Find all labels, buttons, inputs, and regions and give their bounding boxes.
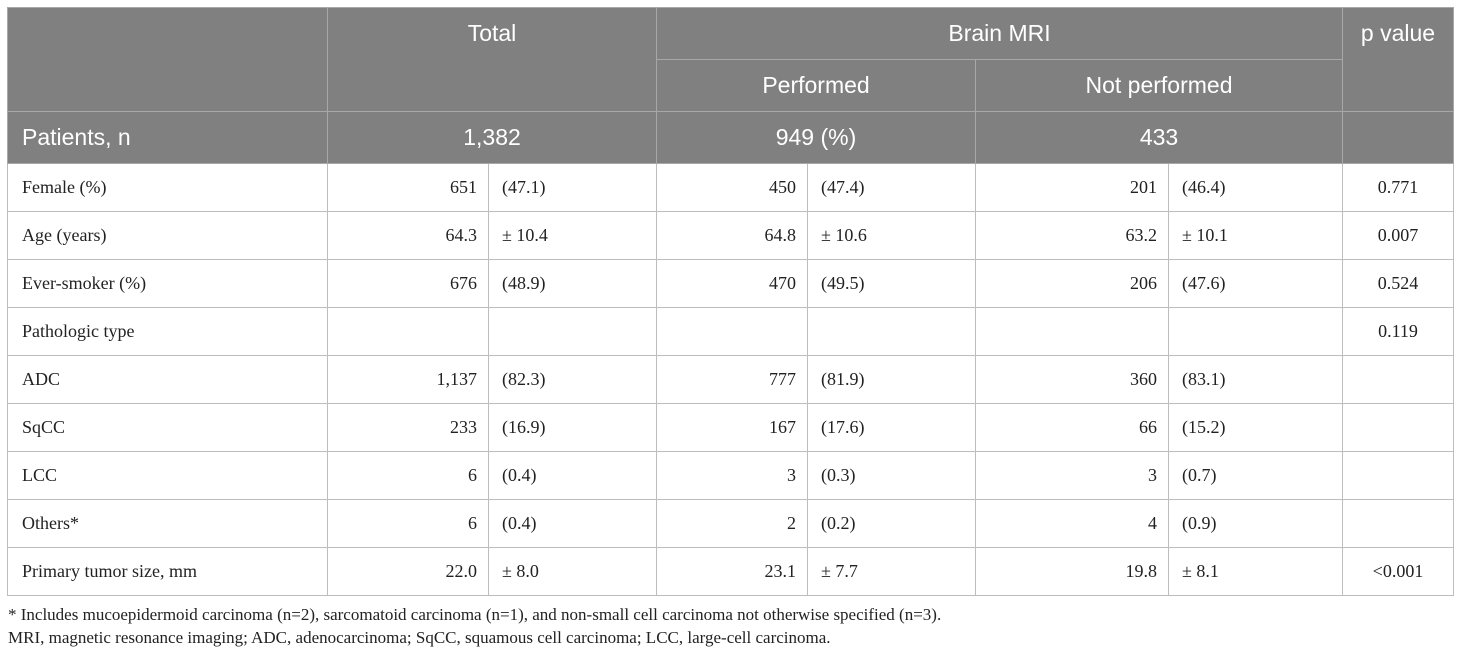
not-performed-detail: ± 8.1 xyxy=(1168,547,1343,596)
table-body: Female (%) 651 (47.1) 450 (47.4) 201 (46.4) 0.7… xyxy=(7,163,1454,596)
table-container: Total Brain MRI p value Performed Not pe… xyxy=(7,7,1454,649)
table-row: ADC 1,137 (82.3) 777 (81.9) 360 (83.1) xyxy=(7,355,1454,404)
not-performed-detail: ± 10.1 xyxy=(1168,211,1343,260)
header-patients-not-performed: 433 xyxy=(975,111,1343,164)
not-performed-detail: (47.6) xyxy=(1168,259,1343,308)
row-label: Primary tumor size, mm xyxy=(7,547,328,596)
p-value-cell: 0.007 xyxy=(1342,211,1454,260)
p-value-cell: 0.524 xyxy=(1342,259,1454,308)
performed-value: 64.8 xyxy=(656,211,808,260)
performed-detail: (0.2) xyxy=(807,499,976,548)
row-label: ADC xyxy=(7,355,328,404)
not-performed-value: 201 xyxy=(975,163,1169,212)
total-detail: (48.9) xyxy=(488,259,657,308)
performed-value: 450 xyxy=(656,163,808,212)
total-value: 676 xyxy=(327,259,489,308)
table-row: Primary tumor size, mm 22.0 ± 8.0 23.1 ± 7.7… xyxy=(7,547,1454,596)
not-performed-detail xyxy=(1168,307,1343,356)
not-performed-value: 19.8 xyxy=(975,547,1169,596)
total-value xyxy=(327,307,489,356)
not-performed-detail: (0.9) xyxy=(1168,499,1343,548)
performed-value: 167 xyxy=(656,403,808,452)
not-performed-value: 63.2 xyxy=(975,211,1169,260)
p-value-cell xyxy=(1342,451,1454,500)
performed-detail: (47.4) xyxy=(807,163,976,212)
not-performed-detail: (83.1) xyxy=(1168,355,1343,404)
footnote-asterisk: * Includes mucoepidermoid carcinoma (n=2… xyxy=(8,605,942,624)
header-not-performed: Not performed xyxy=(975,59,1343,112)
total-detail: (47.1) xyxy=(488,163,657,212)
not-performed-detail: (15.2) xyxy=(1168,403,1343,452)
header-brain-mri: Brain MRI xyxy=(656,7,1343,60)
table-row: Female (%) 651 (47.1) 450 (47.4) 201 (46.4) 0.7… xyxy=(7,163,1454,212)
total-detail xyxy=(488,307,657,356)
table-row: Ever-smoker (%) 676 (48.9) 470 (49.5) 206 (47.… xyxy=(7,259,1454,308)
performed-value: 470 xyxy=(656,259,808,308)
not-performed-value xyxy=(975,307,1169,356)
not-performed-value: 66 xyxy=(975,403,1169,452)
table-row: Pathologic type 0.119 xyxy=(7,307,1454,356)
total-value: 64.3 xyxy=(327,211,489,260)
total-value: 6 xyxy=(327,451,489,500)
total-value: 651 xyxy=(327,163,489,212)
header-patients-total: 1,382 xyxy=(327,111,657,164)
total-value: 1,137 xyxy=(327,355,489,404)
p-value-cell: <0.001 xyxy=(1342,547,1454,596)
performed-value: 23.1 xyxy=(656,547,808,596)
row-label: LCC xyxy=(7,451,328,500)
p-value-cell xyxy=(1342,499,1454,548)
header-patients-p-blank xyxy=(1342,111,1454,164)
total-detail: (82.3) xyxy=(488,355,657,404)
row-label: Pathologic type xyxy=(7,307,328,356)
performed-detail: ± 7.7 xyxy=(807,547,976,596)
header-patients-label: Patients, n xyxy=(7,111,328,164)
performed-value: 777 xyxy=(656,355,808,404)
not-performed-value: 4 xyxy=(975,499,1169,548)
not-performed-value: 3 xyxy=(975,451,1169,500)
p-value-cell: 0.119 xyxy=(1342,307,1454,356)
total-value: 6 xyxy=(327,499,489,548)
table-row: SqCC 233 (16.9) 167 (17.6) 66 (15.2) xyxy=(7,403,1454,452)
not-performed-detail: (0.7) xyxy=(1168,451,1343,500)
performed-detail: (49.5) xyxy=(807,259,976,308)
row-label: Ever-smoker (%) xyxy=(7,259,328,308)
header-total: Total xyxy=(327,7,657,112)
performed-detail: (81.9) xyxy=(807,355,976,404)
performed-detail: (0.3) xyxy=(807,451,976,500)
header-blank-cell xyxy=(7,7,328,112)
row-label: Age (years) xyxy=(7,211,328,260)
total-value: 233 xyxy=(327,403,489,452)
performed-value: 2 xyxy=(656,499,808,548)
header-patients-performed: 949 (%) xyxy=(656,111,976,164)
not-performed-detail: (46.4) xyxy=(1168,163,1343,212)
header-performed: Performed xyxy=(656,59,976,112)
performed-value: 3 xyxy=(656,451,808,500)
performed-detail: (17.6) xyxy=(807,403,976,452)
patient-characteristics-table: Total Brain MRI p value Performed Not pe… xyxy=(7,7,1454,596)
total-detail: (0.4) xyxy=(488,451,657,500)
table-header: Total Brain MRI p value Performed Not pe… xyxy=(7,7,1454,164)
table-row: Others* 6 (0.4) 2 (0.2) 4 (0.9) xyxy=(7,499,1454,548)
p-value-cell: 0.771 xyxy=(1342,163,1454,212)
table-row: LCC 6 (0.4) 3 (0.3) 3 (0.7) xyxy=(7,451,1454,500)
total-value: 22.0 xyxy=(327,547,489,596)
total-detail: ± 10.4 xyxy=(488,211,657,260)
p-value-cell xyxy=(1342,355,1454,404)
table-row: Age (years) 64.3 ± 10.4 64.8 ± 10.6 63.2 ± 10.… xyxy=(7,211,1454,260)
table-footnotes: * Includes mucoepidermoid carcinoma (n=2… xyxy=(7,603,1453,649)
header-p-value: p value xyxy=(1342,7,1454,112)
performed-detail: ± 10.6 xyxy=(807,211,976,260)
not-performed-value: 360 xyxy=(975,355,1169,404)
performed-detail xyxy=(807,307,976,356)
footnote-abbreviations: MRI, magnetic resonance imaging; ADC, ad… xyxy=(8,628,831,647)
total-detail: (0.4) xyxy=(488,499,657,548)
performed-value xyxy=(656,307,808,356)
row-label: SqCC xyxy=(7,403,328,452)
row-label: Others* xyxy=(7,499,328,548)
row-label: Female (%) xyxy=(7,163,328,212)
total-detail: ± 8.0 xyxy=(488,547,657,596)
not-performed-value: 206 xyxy=(975,259,1169,308)
p-value-cell xyxy=(1342,403,1454,452)
total-detail: (16.9) xyxy=(488,403,657,452)
